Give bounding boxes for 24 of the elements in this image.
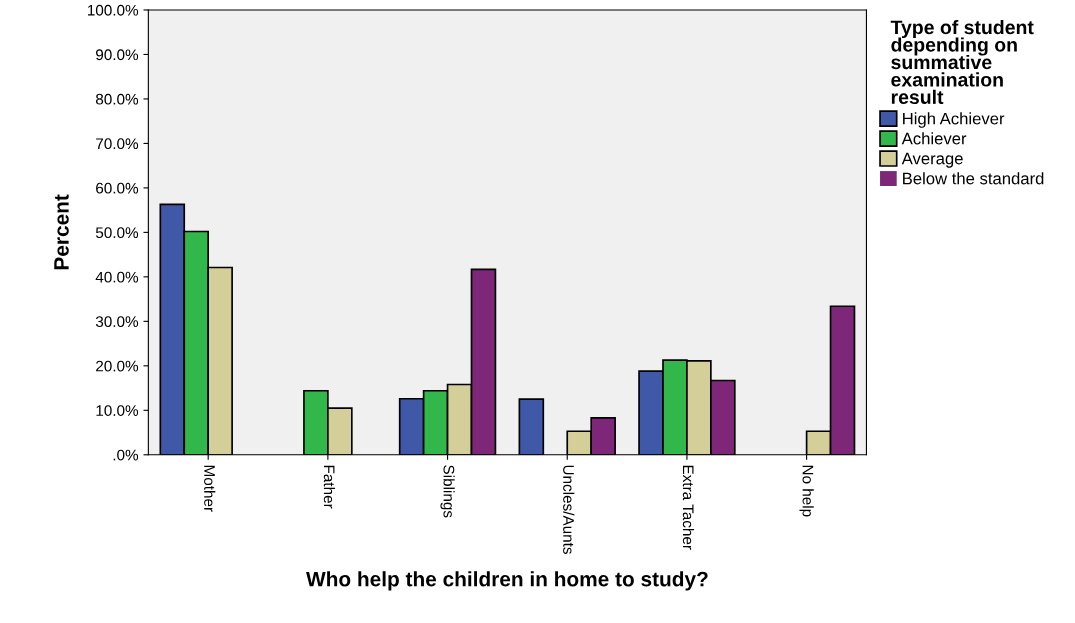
y-tick-label: 10.0% [96, 405, 139, 416]
y-axis-title: Percent [54, 194, 69, 270]
legend-title: Type of student depending on summative examination result [890, 19, 1034, 105]
legend-label: High Achiever [903, 112, 1005, 128]
y-tick-label: .0% [113, 449, 139, 461]
y-tick-label: 80.0% [95, 93, 139, 105]
legend-label: Average [901, 152, 963, 168]
y-tick-label: 50.0% [95, 227, 139, 239]
y-tick-label: 100.0% [87, 4, 139, 16]
y-tick-label: 70.0% [96, 138, 139, 150]
y-tick-label: 30.0% [95, 316, 139, 328]
y-tick-label: 60.0% [96, 182, 139, 194]
x-tick-label: Father [323, 465, 335, 509]
y-tick-label: 90.0% [96, 49, 139, 61]
x-tick-label: Extra Tacher [682, 465, 695, 550]
x-tick-label: No help [799, 465, 814, 517]
y-tick-label: 20.0% [96, 360, 139, 372]
x-tick-label: Uncles/Aunts [563, 465, 575, 554]
x-tick-label: Siblings [440, 465, 455, 518]
y-tick-label: 40.0% [95, 271, 139, 283]
legend-label: Below the standard [903, 172, 1044, 185]
x-axis-title: Who help the children in home to study? [306, 571, 708, 591]
legend-label: Achiever [901, 132, 967, 145]
x-tick-label: Mother [204, 465, 216, 512]
